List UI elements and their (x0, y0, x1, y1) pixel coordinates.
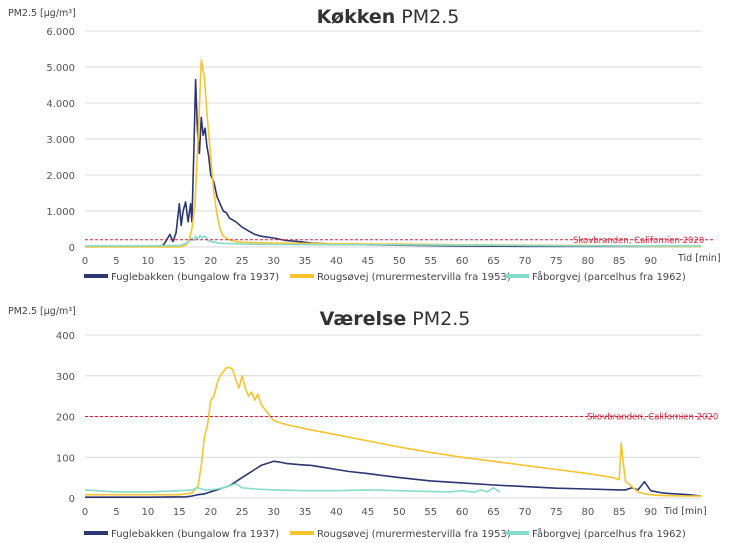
x-tick-label: 45 (361, 507, 374, 518)
x-tick-label: 20 (204, 256, 217, 267)
x-tick-label: 90 (644, 507, 657, 518)
legend-label-faaborgvej: Fåborgvej (parcelhus fra 1962) (532, 527, 686, 540)
x-tick-label: 15 (173, 507, 186, 518)
y-tick-label: 100 (56, 453, 75, 464)
legend-label-rougsoevej: Rougsøvej (murermestervilla fra 1953) (317, 272, 511, 283)
x-tick-label: 50 (393, 507, 406, 518)
legend-label-faaborgvej: Fåborgvej (parcelhus fra 1962) (532, 270, 686, 283)
x-tick-label: 30 (267, 507, 280, 518)
y-tick-label: 5.000 (46, 63, 75, 74)
kitchen-x-axis-label: Tid [min] (677, 253, 721, 264)
x-tick-label: 35 (299, 256, 312, 267)
y-tick-label: 3.000 (46, 135, 75, 146)
x-tick-label: 0 (82, 256, 88, 267)
x-tick-label: 75 (550, 256, 563, 267)
x-tick-label: 55 (424, 507, 437, 518)
series-faaborgvej (85, 234, 701, 247)
x-tick-label: 75 (550, 507, 563, 518)
kitchen-chart: Køkken PM2.5 PM2.5 [µg/m³] Tid [min] 0 1.… (8, 6, 721, 283)
y-tick-label: 6.000 (46, 27, 75, 38)
x-tick-label: 5 (113, 507, 119, 518)
x-tick-label: 0 (82, 507, 88, 518)
x-tick-label: 60 (456, 256, 469, 267)
kitchen-y-axis-label: PM2.5 [µg/m³] (8, 8, 76, 19)
room-y-axis-label: PM2.5 [µg/m³] (8, 306, 76, 317)
x-tick-label: 70 (519, 507, 532, 518)
x-tick-label: 5 (113, 256, 119, 267)
kitchen-title: Køkken PM2.5 (317, 6, 460, 28)
series-fuglebakken (85, 460, 702, 498)
x-tick-label: 65 (487, 507, 500, 518)
x-tick-label: 35 (299, 507, 312, 518)
legend-label-rougsoevej: Rougsøvej (murermestervilla fra 1953) (317, 529, 511, 540)
y-tick-label: 4.000 (46, 99, 75, 110)
x-tick-label: 20 (204, 507, 217, 518)
x-tick-label: 25 (236, 507, 249, 518)
kitchen-legend: Fuglebakken (bungalow fra 1937) Rougsøve… (84, 270, 686, 283)
y-tick-label: 0 (69, 494, 75, 505)
x-tick-label: 45 (361, 256, 374, 267)
x-tick-label: 25 (236, 256, 249, 267)
x-tick-label: 55 (424, 256, 437, 267)
x-tick-label: 70 (519, 256, 532, 267)
y-tick-label: 0 (69, 243, 75, 254)
x-tick-label: 40 (330, 507, 343, 518)
room-title: Værelse PM2.5 (320, 308, 471, 330)
reference-label: Skovbranden, Californien 2020 (573, 236, 704, 246)
x-tick-label: 65 (487, 256, 500, 267)
reference-label: Skovbranden, Californien 2020 (587, 413, 718, 423)
room-legend: Fuglebakken (bungalow fra 1937) Rougsøve… (84, 527, 686, 540)
legend-label-fuglebakken: Fuglebakken (bungalow fra 1937) (111, 272, 279, 283)
x-tick-label: 30 (267, 256, 280, 267)
x-tick-label: 90 (644, 256, 657, 267)
x-tick-label: 85 (613, 507, 626, 518)
y-tick-label: 2.000 (46, 171, 75, 182)
y-tick-label: 1.000 (46, 207, 75, 218)
y-tick-label: 400 (56, 331, 75, 342)
x-tick-label: 10 (141, 507, 154, 518)
y-tick-label: 300 (56, 372, 75, 383)
room-x-axis-label: Tid [min] (663, 506, 707, 517)
series-faaborgvej (84, 482, 501, 494)
x-tick-label: 80 (581, 256, 594, 267)
x-tick-label: 80 (581, 507, 594, 518)
x-tick-label: 40 (330, 256, 343, 267)
legend-label-fuglebakken: Fuglebakken (bungalow fra 1937) (111, 529, 279, 540)
x-tick-label: 10 (141, 256, 154, 267)
room-chart: Værelse PM2.5 PM2.5 [µg/m³] Tid [min] 0 1… (8, 306, 718, 540)
x-tick-label: 15 (173, 256, 186, 267)
series-fuglebakken (85, 78, 701, 248)
x-tick-label: 60 (456, 507, 469, 518)
x-tick-label: 85 (613, 256, 626, 267)
x-tick-label: 50 (393, 256, 406, 267)
y-tick-label: 200 (56, 413, 75, 424)
